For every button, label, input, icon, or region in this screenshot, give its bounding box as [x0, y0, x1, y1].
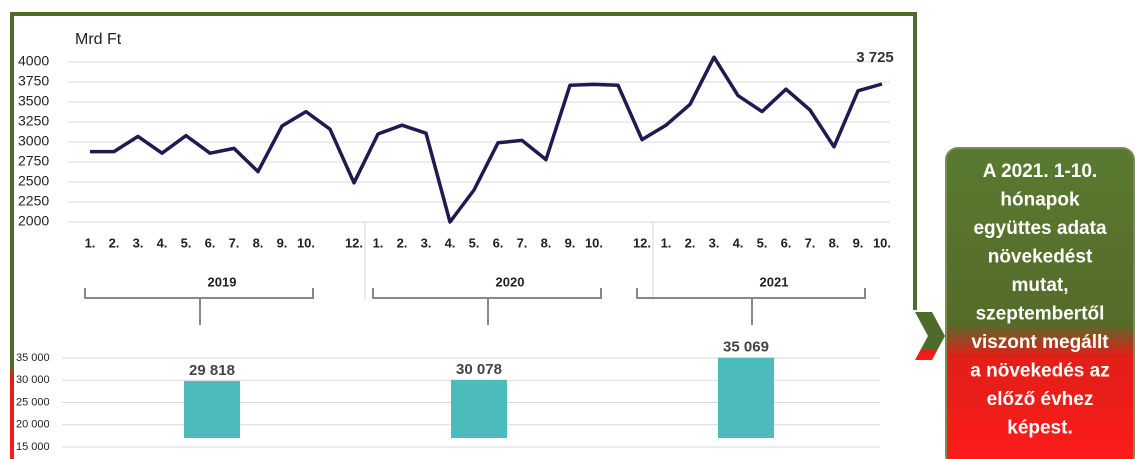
y-tick-label: 20 000 [16, 419, 50, 431]
callout-box [945, 147, 1135, 459]
callout-text: viszont megállt [971, 332, 1109, 353]
x-tick-label: 12. [633, 235, 651, 250]
x-tick-label: 5. [469, 235, 480, 250]
brace [84, 288, 314, 325]
brace [372, 288, 602, 325]
y-axis-label: Mrd Ft [75, 31, 122, 48]
x-tick-label: 8. [829, 235, 840, 250]
callout-text: képest. [1007, 418, 1072, 439]
x-tick-label: 8. [253, 235, 264, 250]
x-tick-label: 10. [873, 235, 891, 250]
callout-text: szeptembertől [976, 304, 1105, 325]
y-tick-label: 2750 [18, 153, 49, 169]
x-tick-label: 4. [445, 235, 456, 250]
callout-text: a növekedés az [970, 361, 1109, 382]
y-tick-label: 2000 [18, 213, 49, 229]
x-tick-label: 7. [229, 235, 240, 250]
x-tick-label: 6. [493, 235, 504, 250]
x-tick-label: 2. [397, 235, 408, 250]
x-tick-label: 9. [853, 235, 864, 250]
x-tick-label: 3. [709, 235, 720, 250]
x-tick-label: 9. [565, 235, 576, 250]
y-tick-label: 15 000 [16, 441, 50, 453]
x-tick-label: 8. [541, 235, 552, 250]
y-tick-label: 3250 [18, 113, 49, 129]
y-tick-label: 3750 [18, 73, 49, 89]
x-tick-label: 9. [277, 235, 288, 250]
group-label: 2020 [496, 274, 525, 289]
y-tick-label: 30 000 [16, 374, 50, 386]
x-tick-label: 7. [517, 235, 528, 250]
x-tick-label: 6. [205, 235, 216, 250]
group-label: 2019 [208, 274, 237, 289]
x-tick-label: 5. [757, 235, 768, 250]
bar [184, 381, 240, 438]
x-tick-label: 4. [157, 235, 168, 250]
x-tick-label: 10. [585, 235, 603, 250]
callout-text: növekedést [988, 247, 1093, 268]
callout-text: előző évhez [987, 389, 1094, 410]
x-tick-label: 2. [685, 235, 696, 250]
x-tick-label: 7. [805, 235, 816, 250]
group-label: 2021 [760, 274, 789, 289]
x-tick-label: 6. [781, 235, 792, 250]
x-tick-label: 5. [181, 235, 192, 250]
x-tick-label: 1. [85, 235, 96, 250]
callout-text: együttes adata [973, 218, 1106, 239]
line [90, 55, 883, 224]
x-tick-label: 3. [133, 235, 144, 250]
brace [636, 288, 866, 325]
y-tick-label: 2500 [18, 173, 49, 189]
x-tick-label: 4. [733, 235, 744, 250]
y-tick-label: 3500 [18, 93, 49, 109]
y-tick-label: 35 000 [16, 352, 50, 364]
callout-text: A 2021. 1-10. [983, 161, 1097, 182]
y-tick-label: 2250 [18, 193, 49, 209]
x-tick-label: 1. [373, 235, 384, 250]
callout-text: mutat, [1012, 275, 1069, 296]
callout-text: hónapok [1000, 190, 1080, 211]
data-label: 30 078 [456, 361, 502, 378]
data-label: 35 069 [723, 339, 769, 356]
arrow [915, 312, 945, 360]
bar [451, 379, 507, 438]
bar [718, 357, 774, 438]
x-tick-label: 1. [661, 235, 672, 250]
x-tick-label: 12. [345, 235, 363, 250]
data-label: 3 725 [856, 49, 894, 66]
x-tick-label: 3. [421, 235, 432, 250]
frame [10, 12, 917, 459]
y-tick-label: 3000 [18, 133, 49, 149]
y-tick-label: 4000 [18, 53, 49, 69]
x-tick-label: 10. [297, 235, 315, 250]
data-label: 29 818 [189, 362, 235, 379]
y-tick-label: 25 000 [16, 396, 50, 408]
x-tick-label: 2. [109, 235, 120, 250]
